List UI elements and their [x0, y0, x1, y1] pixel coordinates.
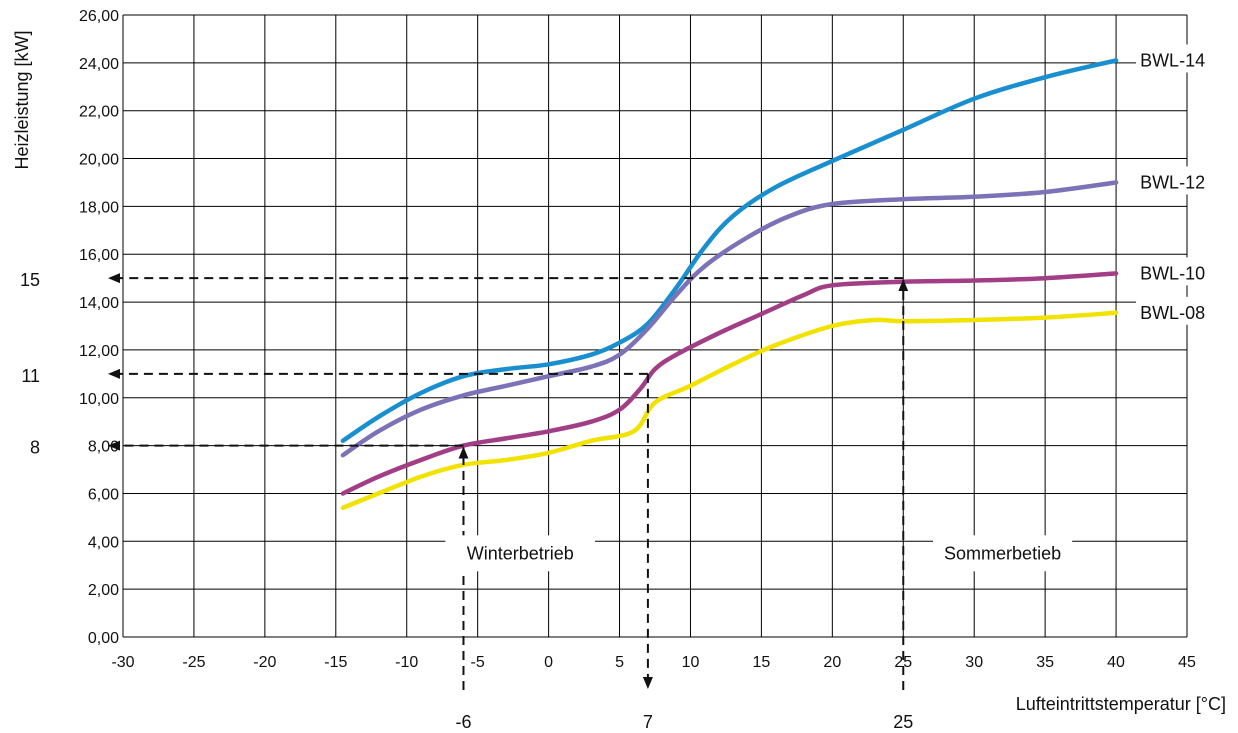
- x-tick-label: 10: [682, 654, 700, 671]
- x-tick-label: 15: [753, 654, 771, 671]
- chart-annotations: 8 -6 11 7 15 25 Winterbetrieb Sommerbetieb: [20, 270, 1073, 732]
- y-tick-label: 16,00: [79, 247, 119, 264]
- x-axis-title: Lufteintrittstemperatur [°C]: [1016, 694, 1226, 714]
- series-line-bwl-08: [340, 310, 1119, 511]
- region-label-bg: [445, 535, 596, 572]
- series-line-bwl-12: [340, 180, 1119, 458]
- region-label: Winterbetrieb: [467, 543, 574, 563]
- y-tick-label: 18,00: [79, 199, 119, 216]
- series-line-bwl-10: [340, 271, 1119, 496]
- series-label-bg: [1136, 166, 1221, 195]
- guide-x-value: 7: [643, 712, 653, 732]
- y-tick-label: 8,00: [88, 439, 119, 456]
- guide-y-value: 8: [30, 438, 40, 458]
- x-tick-label: 40: [1107, 654, 1125, 671]
- series-label-bwl-10: BWL-10: [1140, 263, 1205, 283]
- y-tick-label: 20,00: [79, 152, 119, 169]
- y-tick-label: 14,00: [79, 295, 119, 312]
- axis-ticks: -30 -25 -20 -15 -10 -5 0 5 10 15 20 25 30 35 40 45 0,00 2…: [79, 8, 1196, 671]
- y-tick-label: 4,00: [88, 534, 119, 551]
- y-tick-label: 26,00: [79, 8, 119, 25]
- y-tick-label: 6,00: [88, 486, 119, 503]
- x-tick-label: 20: [823, 654, 841, 671]
- x-tick-label: -10: [395, 654, 418, 671]
- series-label-bg: [1136, 44, 1221, 73]
- series-line-bwl-14: [340, 58, 1119, 444]
- y-tick-label: 2,00: [88, 582, 119, 599]
- guide-y-value: 15: [20, 270, 40, 290]
- guide-x-value: -6: [455, 712, 471, 732]
- region-label: Sommerbetieb: [944, 543, 1061, 563]
- x-tick-label: 5: [615, 654, 624, 671]
- series-label-bg: [1136, 296, 1221, 325]
- y-tick-label: 22,00: [79, 104, 119, 121]
- x-tick-label: -30: [111, 654, 134, 671]
- x-tick-label: 25: [894, 654, 912, 671]
- y-tick-label: 10,00: [79, 391, 119, 408]
- y-tick-label: 12,00: [79, 343, 119, 360]
- x-tick-label: 0: [544, 654, 553, 671]
- y-tick-label: 0,00: [88, 630, 119, 647]
- x-tick-label: -20: [253, 654, 276, 671]
- x-tick-label: 35: [1036, 654, 1054, 671]
- y-axis-title: Heizleistung [kW]: [12, 30, 32, 169]
- x-tick-label: -15: [324, 654, 347, 671]
- guide-x-value: 25: [893, 712, 913, 732]
- x-tick-label: 45: [1178, 654, 1196, 671]
- series-label-bg: [1136, 257, 1221, 286]
- series-label-bwl-08: BWL-08: [1140, 303, 1205, 323]
- chart-grid: [122, 14, 1188, 638]
- guide-y-value: 11: [21, 366, 40, 386]
- x-tick-label: 30: [965, 654, 983, 671]
- series-label-bwl-14: BWL-14: [1140, 50, 1205, 70]
- series-label-bwl-12: BWL-12: [1140, 172, 1205, 192]
- x-tick-label: -5: [471, 654, 485, 671]
- x-tick-label: -25: [182, 654, 205, 671]
- region-label-bg: [932, 535, 1073, 572]
- y-tick-label: 24,00: [79, 56, 119, 73]
- data-series: BWL-14 BWL-12 BWL-10 BWL-08: [340, 44, 1221, 511]
